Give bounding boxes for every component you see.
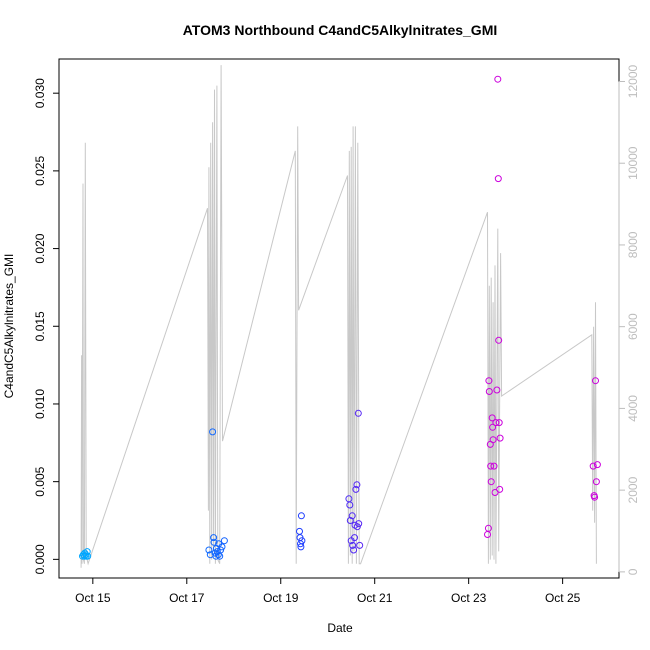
data-point bbox=[489, 436, 497, 444]
y2-tick-label: 2000 bbox=[626, 476, 640, 503]
y-tick-label: 0.030 bbox=[33, 78, 47, 108]
chart-title: ATOM3 Northbound C4andC5Alkylnitrates_GM… bbox=[183, 22, 498, 38]
plot-frame bbox=[58, 58, 620, 579]
data-point bbox=[591, 493, 599, 501]
y-tick-label: 0.025 bbox=[33, 156, 47, 186]
altitude-line bbox=[80, 65, 597, 568]
y2-tick-label: 0 bbox=[626, 568, 640, 575]
altitude-layer bbox=[80, 65, 597, 568]
y-axis-label: C4andC5Alkylnitrates_GMI bbox=[2, 254, 16, 399]
data-point bbox=[589, 462, 597, 470]
data-point bbox=[353, 481, 361, 489]
data-point bbox=[346, 517, 354, 524]
y2-tick-label: 8000 bbox=[626, 231, 640, 258]
data-point bbox=[490, 462, 498, 470]
data-point bbox=[356, 541, 364, 549]
data-point bbox=[494, 75, 502, 83]
data-point bbox=[209, 428, 217, 436]
data-point bbox=[592, 377, 599, 385]
data-point bbox=[354, 409, 362, 417]
data-point bbox=[496, 485, 504, 493]
points-layer bbox=[79, 75, 601, 560]
data-point bbox=[494, 175, 502, 183]
y2-tick-label: 12000 bbox=[626, 64, 640, 98]
data-point bbox=[495, 336, 503, 344]
data-point bbox=[593, 461, 601, 469]
data-point bbox=[355, 520, 363, 528]
x-tick-label: Oct 17 bbox=[169, 591, 205, 605]
x-tick-label: Oct 25 bbox=[545, 591, 581, 605]
y2-tick-label: 10000 bbox=[626, 146, 640, 180]
y-tick-label: 0.010 bbox=[33, 389, 47, 419]
data-point bbox=[220, 537, 228, 545]
y-axis: 0.000 0.005 0.010 0.015 0.020 0.025 0.030 bbox=[33, 78, 60, 574]
y-tick-label: 0.000 bbox=[33, 544, 47, 574]
data-point bbox=[484, 524, 492, 532]
data-point bbox=[487, 478, 495, 486]
data-point bbox=[488, 414, 496, 422]
data-point bbox=[210, 534, 218, 542]
x-tick-label: Oct 19 bbox=[263, 591, 299, 605]
data-point bbox=[485, 377, 493, 385]
data-point bbox=[210, 538, 218, 546]
data-point bbox=[352, 485, 360, 493]
x-axis: Oct 15 Oct 17 Oct 19 Oct 21 Oct 23 Oct 25 bbox=[75, 577, 581, 605]
y2-axis: 0 2000 4000 6000 8000 10000 12000 bbox=[618, 64, 640, 575]
data-point bbox=[349, 541, 357, 549]
y-tick-label: 0.015 bbox=[33, 311, 47, 341]
data-point bbox=[218, 543, 226, 551]
data-point bbox=[485, 388, 493, 395]
y2-tick-label: 4000 bbox=[626, 395, 640, 422]
y2-tick-label: 6000 bbox=[626, 313, 640, 340]
data-point bbox=[495, 419, 503, 427]
y-tick-label: 0.005 bbox=[33, 466, 47, 496]
data-point bbox=[346, 501, 354, 509]
x-tick-label: Oct 15 bbox=[75, 591, 111, 605]
data-point bbox=[84, 552, 92, 560]
data-point bbox=[83, 548, 91, 556]
data-point bbox=[491, 489, 499, 496]
data-point bbox=[351, 534, 358, 542]
data-point bbox=[296, 527, 303, 535]
data-point bbox=[205, 546, 213, 554]
data-point bbox=[487, 462, 495, 470]
data-point bbox=[489, 423, 497, 431]
x-tick-label: Oct 23 bbox=[451, 591, 487, 605]
data-point bbox=[350, 546, 358, 554]
y-tick-label: 0.020 bbox=[33, 233, 47, 263]
x-axis-label: Date bbox=[327, 621, 353, 635]
data-point bbox=[493, 386, 501, 394]
data-point bbox=[298, 537, 306, 545]
x-tick-label: Oct 21 bbox=[357, 591, 393, 605]
data-point bbox=[297, 512, 305, 520]
data-point bbox=[348, 512, 356, 520]
data-point bbox=[496, 434, 504, 442]
data-point bbox=[484, 531, 491, 538]
data-point bbox=[492, 419, 500, 427]
data-point bbox=[592, 478, 600, 486]
